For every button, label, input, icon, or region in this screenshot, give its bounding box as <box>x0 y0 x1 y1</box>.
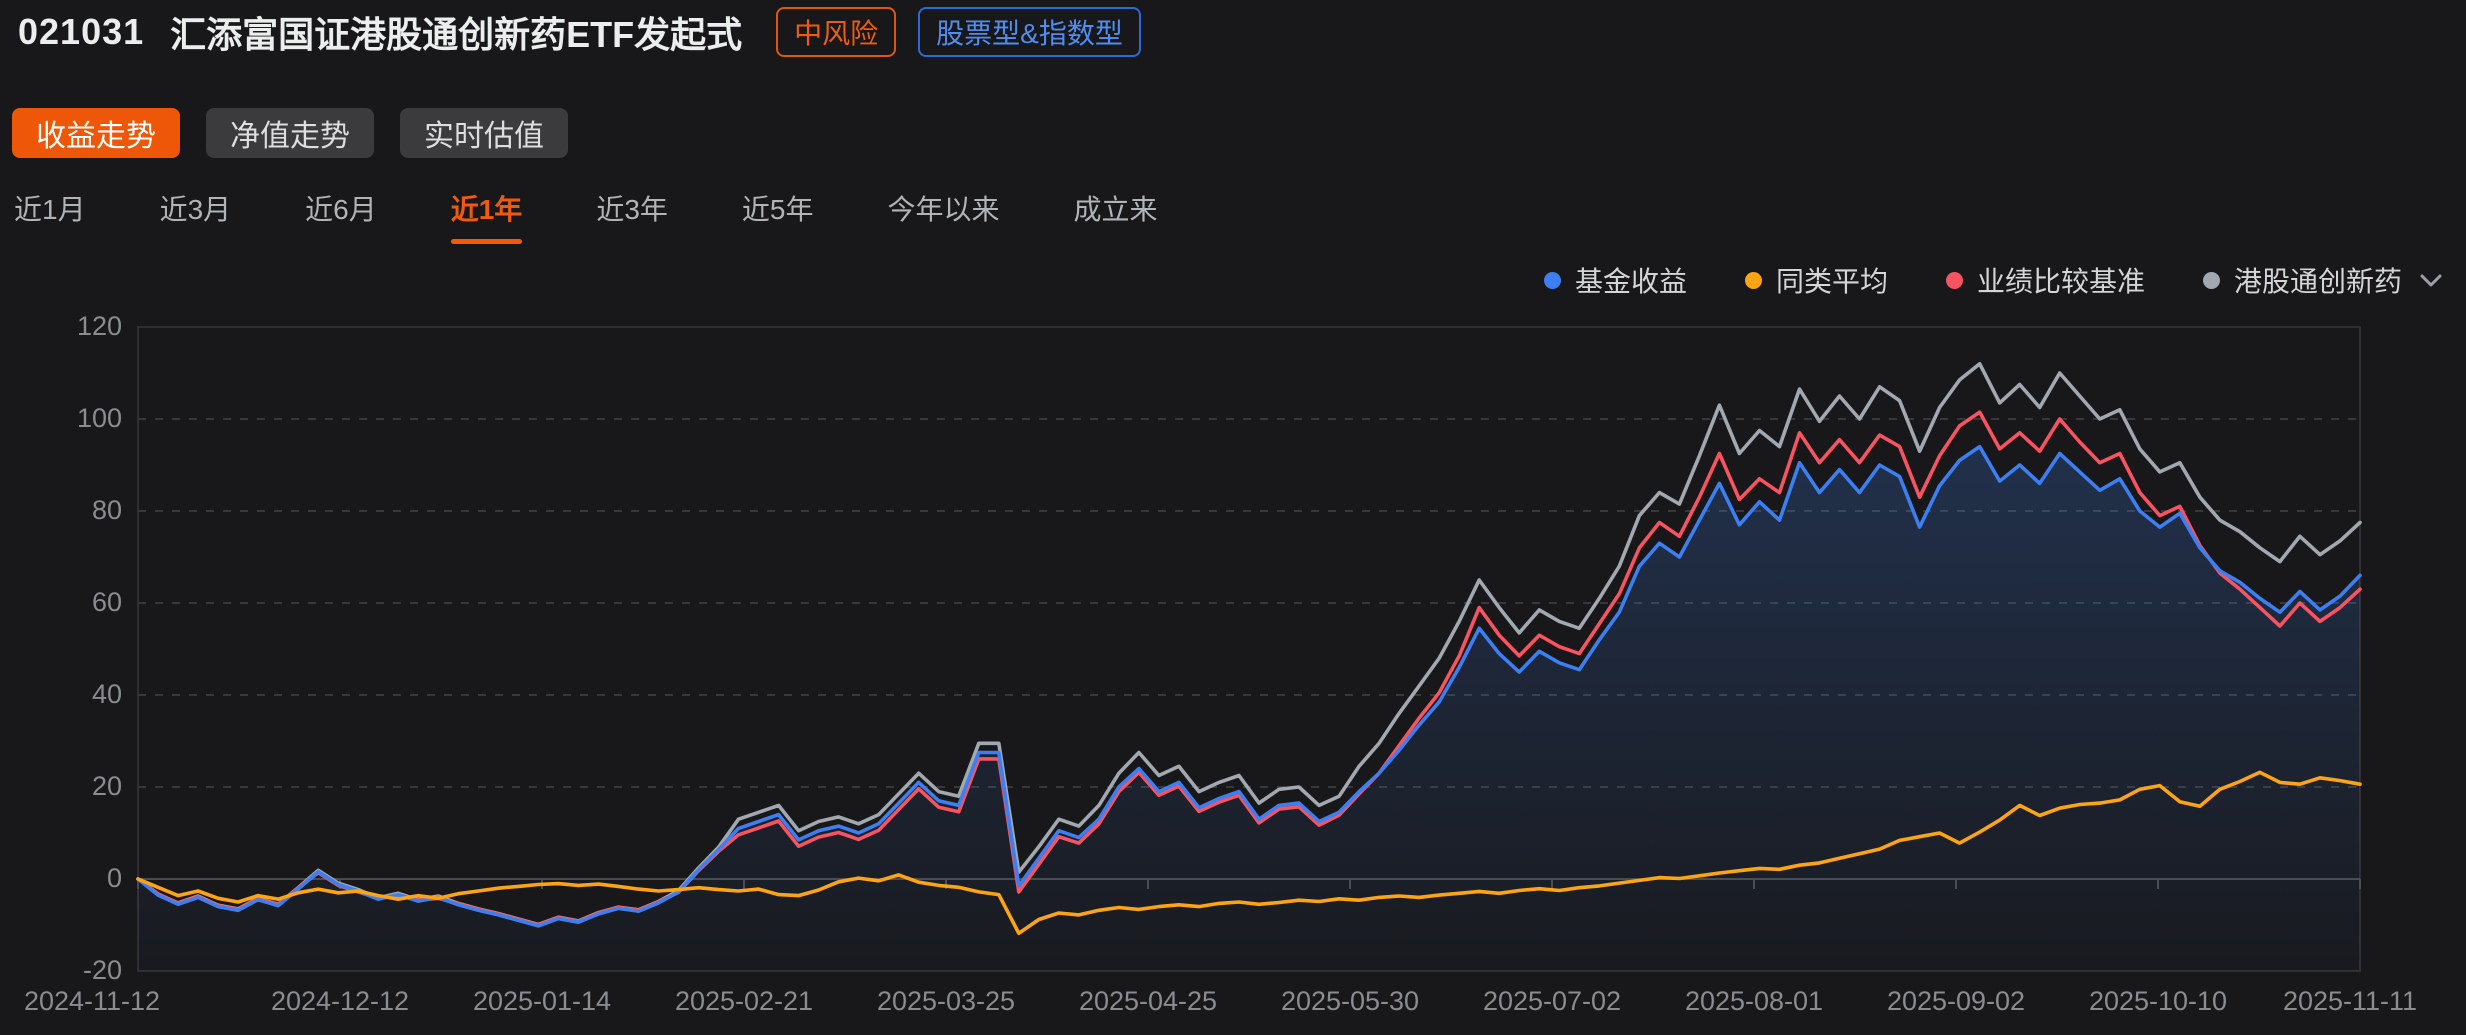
x-axis-label: 2024-11-12 <box>23 986 161 1016</box>
legend-dot-icon <box>1543 271 1561 289</box>
x-axis-label: 2025-08-01 <box>1684 986 1824 1016</box>
legend-dot-icon <box>1945 271 1963 289</box>
period-tab-7[interactable]: 今年以来 <box>887 194 1000 225</box>
x-axis-label: 2024-12-12 <box>270 986 410 1016</box>
chart-legend: 基金收益 同类平均 业绩比较基准 港股通创新药 <box>1543 260 2444 300</box>
period-tab-3[interactable]: 近6月 <box>305 194 377 225</box>
fund-badges: 中风险 股票型&指数型 <box>776 7 1141 57</box>
x-axis-label: 2025-07-02 <box>1482 986 1622 1016</box>
legend-item-1[interactable]: 基金收益 <box>1543 260 1687 300</box>
fund-type-badge: 股票型&指数型 <box>918 7 1141 57</box>
x-axis-label: 2025-09-02 <box>1886 986 2026 1016</box>
y-axis-label: 20 <box>91 771 122 801</box>
risk-level-badge: 中风险 <box>776 7 897 57</box>
y-axis-label: 80 <box>91 495 122 525</box>
x-axis-label: 2025-10-10 <box>2088 986 2228 1016</box>
chevron-down-icon[interactable] <box>2418 271 2444 289</box>
legend-label: 港股通创新药 <box>2233 266 2402 297</box>
legend-item-3[interactable]: 业绩比较基准 <box>1945 260 2145 300</box>
y-axis-label: -20 <box>82 955 122 985</box>
legend-label: 基金收益 <box>1574 266 1687 297</box>
period-tab-6[interactable]: 近5年 <box>741 194 814 225</box>
period-tab-4[interactable]: 近1年 <box>450 188 522 244</box>
x-axis-label: 2025-03-25 <box>876 986 1016 1016</box>
fund-name: 汇添富国证港股通创新药ETF发起式 <box>170 14 743 55</box>
x-axis-label: 2025-11-11 <box>2282 986 2418 1016</box>
peer-average-line <box>136 770 2362 936</box>
legend-dot-icon <box>1744 271 1762 289</box>
period-tab-2[interactable]: 近3月 <box>159 194 232 225</box>
y-axis-label: 40 <box>91 679 122 709</box>
period-tabs: 近1月 近3月 近6月 近1年 近3年 近5年 今年以来 成立来 <box>14 188 1232 244</box>
period-tab-1[interactable]: 近1月 <box>14 194 86 225</box>
fund-line <box>136 444 2362 928</box>
y-axis-label: 0 <box>106 863 122 893</box>
legend-dot-icon <box>2202 271 2220 289</box>
legend-label: 业绩比较基准 <box>1976 266 2145 297</box>
view-tab-1[interactable]: 收益走势 <box>12 108 180 158</box>
legend-item-2[interactable]: 同类平均 <box>1744 260 1888 300</box>
x-axis-label: 2025-02-21 <box>674 986 814 1016</box>
x-axis-label: 2025-04-25 <box>1078 986 1218 1016</box>
fund-header: 021031 汇添富国证港股通创新药ETF发起式 中风险 股票型&指数型 <box>18 6 1141 58</box>
returns-chart[interactable]: 120 100 80 60 40 20 0 -20 2024-11-12 2024-12-12 20… <box>0 300 2466 1035</box>
view-tab-3[interactable]: 实时估值 <box>400 108 568 158</box>
period-tab-8[interactable]: 成立来 <box>1073 194 1158 225</box>
period-tab-5[interactable]: 近3年 <box>596 194 668 225</box>
legend-item-4[interactable]: 港股通创新药 <box>2202 260 2444 300</box>
view-tab-2[interactable]: 净值走势 <box>206 108 374 158</box>
fund-code: 021031 <box>18 11 145 52</box>
chart-canvas[interactable] <box>0 300 2466 1035</box>
y-axis-label: 100 <box>76 403 122 433</box>
x-axis-label: 2025-01-14 <box>472 986 612 1016</box>
x-axis-label: 2025-05-30 <box>1280 986 1420 1016</box>
y-axis-label: 60 <box>91 587 122 617</box>
fund-area-fill <box>138 446 2360 972</box>
view-tabs: 收益走势 净值走势 实时估值 <box>12 108 568 158</box>
legend-label: 同类平均 <box>1775 266 1888 297</box>
y-axis-label: 120 <box>76 311 122 341</box>
